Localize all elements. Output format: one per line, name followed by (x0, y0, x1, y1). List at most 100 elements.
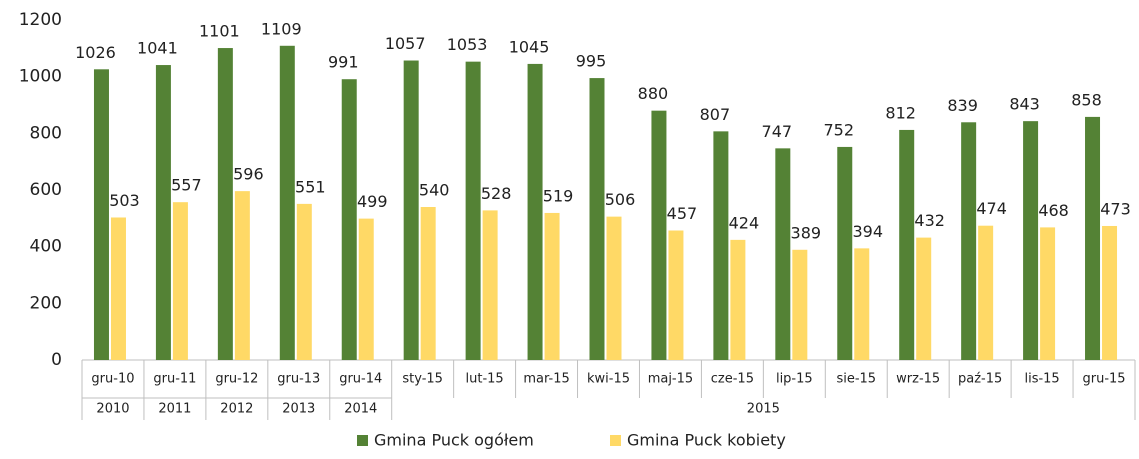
bar (403, 60, 419, 361)
bar (110, 217, 126, 360)
bar (792, 249, 808, 360)
value-label: 858 (1071, 90, 1102, 109)
y-tick-label: 0 (51, 350, 62, 370)
value-label: 506 (605, 190, 636, 209)
bar (279, 45, 295, 361)
bar (899, 129, 915, 360)
bar (837, 146, 853, 360)
value-label: 1026 (75, 43, 116, 62)
bar (1085, 116, 1101, 361)
value-label: 839 (947, 96, 978, 115)
bar (730, 239, 746, 360)
bar (341, 79, 357, 360)
x-tick-label: gru-11 (153, 372, 196, 387)
legend-swatch (357, 435, 368, 446)
value-label: 747 (762, 122, 793, 141)
value-label: 540 (419, 181, 450, 200)
bar (1023, 121, 1039, 361)
bar (234, 191, 250, 360)
bar (172, 202, 188, 360)
value-label: 394 (852, 222, 883, 241)
bar (775, 148, 791, 360)
value-label: 880 (638, 84, 669, 103)
value-label: 991 (328, 53, 359, 72)
value-label: 519 (543, 186, 574, 205)
value-label: 557 (171, 176, 202, 195)
value-label: 1109 (261, 19, 302, 38)
value-label: 995 (576, 52, 607, 71)
bar (93, 69, 109, 361)
y-tick-label: 1000 (19, 67, 62, 87)
group-label: 2013 (282, 402, 315, 417)
bar (296, 203, 312, 360)
value-label: 1053 (447, 35, 488, 54)
bar (668, 230, 684, 360)
value-label: 503 (109, 191, 140, 210)
bar (606, 216, 622, 360)
bar (854, 248, 870, 360)
value-label: 843 (1009, 95, 1040, 114)
value-label: 551 (295, 177, 326, 196)
x-tick-label: gru-14 (339, 372, 382, 387)
bar (916, 237, 932, 360)
group-label: 2012 (220, 402, 253, 417)
x-tick-label: cze-15 (711, 372, 754, 387)
y-tick-label: 200 (30, 293, 62, 313)
value-label: 432 (914, 211, 945, 230)
value-label: 596 (233, 165, 264, 184)
x-tick-label: lip-15 (776, 372, 813, 387)
value-label: 1101 (199, 22, 240, 41)
bar (527, 63, 543, 361)
x-tick-label: lut-15 (466, 372, 504, 387)
value-label: 473 (1100, 199, 1131, 218)
bar (217, 48, 233, 361)
y-tick-label: 1200 (19, 10, 62, 30)
bar (465, 61, 481, 361)
x-tick-label: gru-15 (1082, 372, 1125, 387)
bar (155, 65, 171, 361)
value-label: 807 (700, 105, 731, 124)
group-label: 2015 (747, 402, 780, 417)
y-tick-label: 400 (30, 237, 62, 257)
group-label: 2014 (344, 402, 377, 417)
x-tick-label: gru-10 (91, 372, 134, 387)
y-tick-label: 600 (30, 180, 62, 200)
value-label: 1041 (137, 39, 178, 58)
x-tick-label: gru-12 (215, 372, 258, 387)
bar (713, 131, 729, 360)
bar (482, 210, 498, 360)
x-tick-label: wrz-15 (896, 372, 940, 387)
value-label: 812 (885, 103, 916, 122)
value-label: 499 (357, 192, 388, 211)
value-label: 528 (481, 184, 512, 203)
x-tick-label: lis-15 (1024, 372, 1059, 387)
bar (978, 225, 994, 360)
legend-swatch (610, 435, 621, 446)
bar (358, 218, 374, 360)
bar (1040, 227, 1056, 360)
value-label: 389 (791, 223, 822, 242)
y-tick-label: 800 (30, 123, 62, 143)
x-tick-label: maj-15 (648, 372, 693, 387)
bar (1102, 225, 1118, 360)
group-label: 2011 (158, 402, 191, 417)
value-label: 457 (667, 204, 698, 223)
bar (544, 212, 560, 360)
bar (651, 110, 667, 361)
x-tick-label: sie-15 (836, 372, 876, 387)
value-label: 474 (976, 199, 1007, 218)
bar (589, 78, 605, 360)
group-label: 2010 (96, 402, 129, 417)
bar (420, 207, 436, 360)
x-tick-label: kwi-15 (587, 372, 630, 387)
legend-label: Gmina Puck kobiety (627, 431, 786, 450)
value-label: 424 (729, 213, 760, 232)
bar (961, 122, 977, 361)
x-tick-label: paź-15 (958, 372, 1002, 387)
value-label: 1045 (509, 37, 550, 56)
x-tick-label: sty-15 (402, 372, 443, 387)
value-label: 1057 (385, 34, 426, 53)
value-label: 752 (823, 120, 854, 139)
legend-label: Gmina Puck ogółem (374, 431, 534, 450)
